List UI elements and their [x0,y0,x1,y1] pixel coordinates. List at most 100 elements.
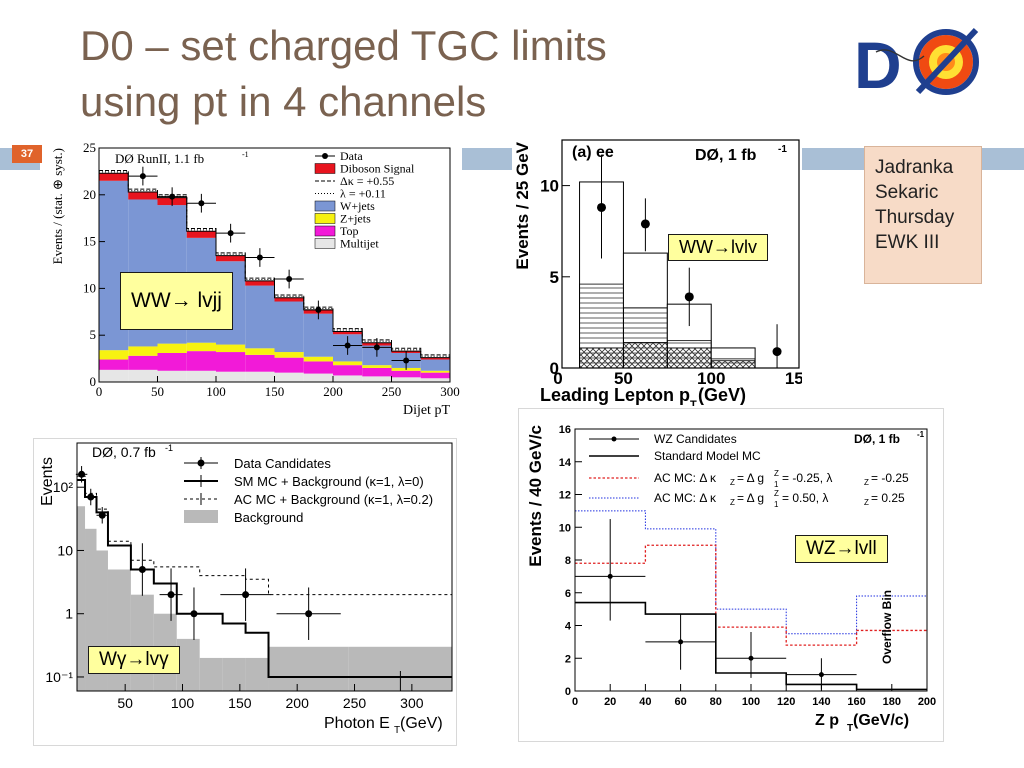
data-point [87,493,95,501]
x-tick-label: 200 [323,384,343,399]
overflow-bin-label: Overflow Bin [880,590,894,664]
data-point [678,639,684,645]
panel-wgamma: 50 100 150 200 250 300 10⁻¹ 1 10 10² Photon E T (Ge… [33,438,457,746]
legend-swatch [314,225,336,237]
legend-label: Standard Model MC [654,449,761,463]
bar-diboson [128,191,158,200]
plot-frame [76,442,453,692]
x-tick-label: 100 [206,384,226,399]
x-tick-label: 150 [785,369,802,388]
chart-wgamma: 50 100 150 200 250 300 10⁻¹ 1 10 10² Photon E T (Ge… [39,442,453,736]
y-tick-label: 1 [65,606,73,622]
title-rule-mid [462,148,522,170]
x-axis-label-sub: T [394,725,400,736]
y-tick-label: 5 [90,327,97,342]
y-tick-label: 0 [90,374,97,389]
bar-background [130,594,154,691]
legend-label: W+jets [340,199,375,213]
y-tick-label: 5 [550,268,559,287]
data-point [373,344,380,351]
slide-title-line2: using pt in 4 channels [80,78,487,125]
legend-label: = 0.25 [871,491,905,505]
legend-swatch [322,153,328,159]
bar-top [333,365,363,376]
x-tick-label: 150 [228,695,252,711]
data-point [138,566,146,574]
legend-swatch [197,459,205,467]
chart-header-sup: -1 [242,150,249,159]
legend-label: Background [234,510,303,525]
panel-ww-lvjj: 0 50 100 150 200 250 300 0 5 10 15 20 25 Dijet pT Even… [42,138,462,426]
legend-label: AC MC: Δ κ [654,491,717,505]
y-axis-label: Events / 40 GeV/c [526,425,545,567]
data-point [286,276,293,283]
title-rule-right1 [800,148,866,170]
legend-superscript: Z [774,469,779,478]
y-tick-label: 12 [559,490,571,502]
bar-multijet [391,377,421,382]
bar-top [99,359,129,370]
x-tick-label: 80 [710,696,722,708]
x-axis-label-unit: (GeV/c) [853,712,909,729]
x-axis-label-sub: T [847,723,853,734]
bar-zjets [186,342,216,352]
y-tick-label: 8 [565,555,571,567]
data-point [198,200,205,207]
bar-crosshatch [666,347,712,369]
data-point [227,230,234,237]
y-tick-label: 0 [565,686,571,698]
x-tick-label: 50 [614,369,633,388]
bar-background [222,657,246,691]
y-tick-label: 16 [559,424,571,436]
bar-top [420,372,450,379]
data-point [78,470,86,478]
chart-header-right: DØ, 1 fb [695,147,757,164]
chart-ww-lvlv: 0 50 100 150 0 5 10 Leading Lepton pT (GeV) Even… [513,139,813,411]
data-point [344,342,351,349]
data-point [597,202,606,212]
x-tick-label: 50 [151,384,164,399]
bar-zjets [157,343,187,353]
bar-multijet [245,371,275,382]
plot-frame [561,139,800,369]
bar-top [157,352,187,371]
data-point [818,672,824,678]
chart-header: DØ, 1 fb [854,432,900,446]
y-tick-label: 10 [540,177,559,196]
x-tick-label: 140 [812,696,830,708]
tag-wz-lvll: WZ→lvll [795,535,888,563]
legend-swatch [314,163,336,174]
bar-multijet [186,370,216,382]
series-dkappa-line [99,169,450,356]
bar-top [303,361,333,374]
chart-header: DØ RunII, 1.1 fb [115,151,204,166]
note-line: Jadranka [875,157,954,178]
tag-ww-lvjj: WW→ lvjj [120,272,233,330]
legend-label: Diboson Signal [340,162,415,176]
data-point [772,347,782,357]
legend-subscript: Z [864,478,869,487]
bar-wjets [303,313,333,357]
legend-swatch [184,510,218,523]
y-tick-label: 20 [83,187,96,202]
x-tick-label: 250 [382,384,402,399]
x-tick-label: 300 [440,384,460,399]
bar-multijet [362,376,392,382]
legend-label: Z+jets [340,212,371,226]
legend-swatch [611,436,617,442]
bar-top [128,355,158,370]
bar-multijet [274,372,304,382]
bar-zjets [420,370,450,373]
panel-ww-lvlv: 0 50 100 150 0 5 10 Leading Lepton pT (GeV) Even… [512,136,813,411]
y-axis-label: Events [39,457,56,506]
bar-zjets [274,352,304,358]
y-tick-label: 0 [550,359,559,378]
slide-number: 37 [12,145,42,163]
x-axis-label-unit: (GeV) [400,715,443,732]
y-tick-label: 10 [57,542,73,558]
bar-top [245,354,275,372]
title-rule-right2 [982,148,1024,170]
bar-background [176,638,200,691]
x-tick-label: 100 [171,695,195,711]
bar-diboson [274,297,304,302]
